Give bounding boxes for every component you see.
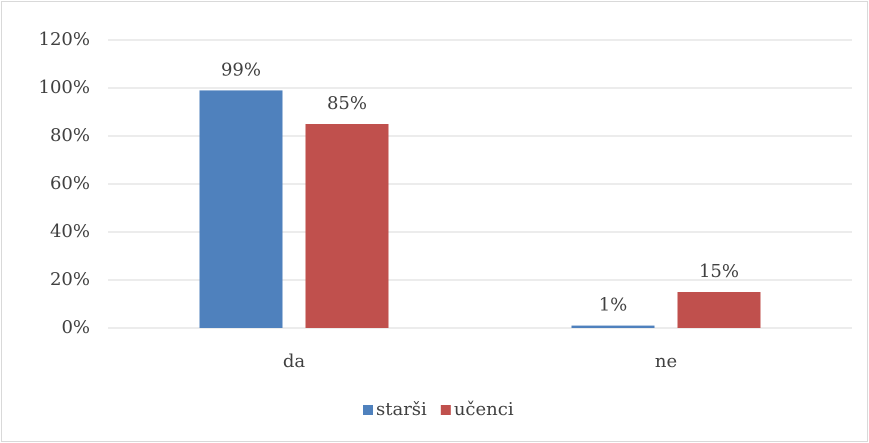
bar [571, 325, 655, 328]
legend-swatch [363, 405, 373, 415]
y-tick-label: 100% [39, 77, 90, 98]
y-tick-label: 0% [61, 317, 90, 338]
value-label: 1% [599, 295, 628, 316]
y-tick-label: 20% [50, 269, 90, 290]
bar [199, 90, 283, 329]
y-tick-label: 60% [50, 173, 90, 194]
value-label: 85% [327, 93, 367, 114]
x-tick-label: ne [655, 351, 677, 372]
bar [305, 124, 389, 328]
x-tick-label: da [283, 351, 306, 372]
bar [677, 292, 761, 328]
y-tick-label: 40% [50, 221, 90, 242]
value-label: 15% [699, 261, 739, 282]
legend-swatch [440, 405, 451, 415]
legend-label: starši [376, 399, 427, 420]
y-tick-label: 80% [50, 125, 90, 146]
legend-label: učenci [454, 399, 514, 420]
value-label: 99% [221, 59, 261, 80]
y-tick-label: 120% [39, 29, 90, 50]
